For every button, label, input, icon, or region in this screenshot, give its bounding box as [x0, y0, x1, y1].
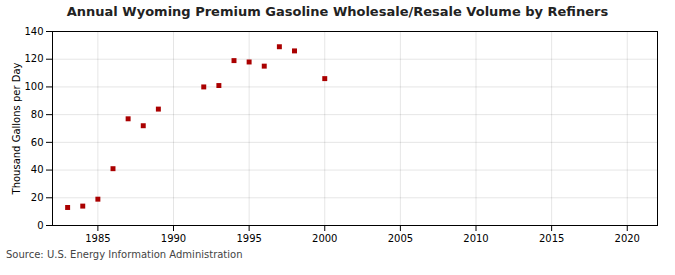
svg-text:80: 80 — [31, 109, 44, 120]
svg-text:2020: 2020 — [615, 233, 640, 244]
svg-text:2005: 2005 — [388, 233, 413, 244]
svg-text:1995: 1995 — [236, 233, 261, 244]
svg-text:1985: 1985 — [85, 233, 110, 244]
html-text:Annual Wyoming Premium Gasolin: Annual Wyoming Premium Gasoline Wholesal… — [66, 4, 609, 19]
svg-text:100: 100 — [24, 81, 43, 92]
svg-text:2010: 2010 — [463, 233, 488, 244]
html-text:Source: U.S. Energy Informatio: Source: U.S. Energy Information Administ… — [6, 249, 243, 260]
svg-text:2000: 2000 — [312, 233, 337, 244]
svg-text:40: 40 — [31, 164, 44, 175]
svg-text:140: 140 — [24, 26, 43, 37]
svg-text:Thousand Gallons per Day: Thousand Gallons per Day — [11, 62, 22, 195]
svg-text:0: 0 — [37, 220, 43, 231]
svg-text:60: 60 — [31, 137, 44, 148]
svg-text:2015: 2015 — [539, 233, 564, 244]
svg-text:1990: 1990 — [161, 233, 186, 244]
svg-text:20: 20 — [31, 192, 44, 203]
svg-text:120: 120 — [24, 53, 43, 64]
